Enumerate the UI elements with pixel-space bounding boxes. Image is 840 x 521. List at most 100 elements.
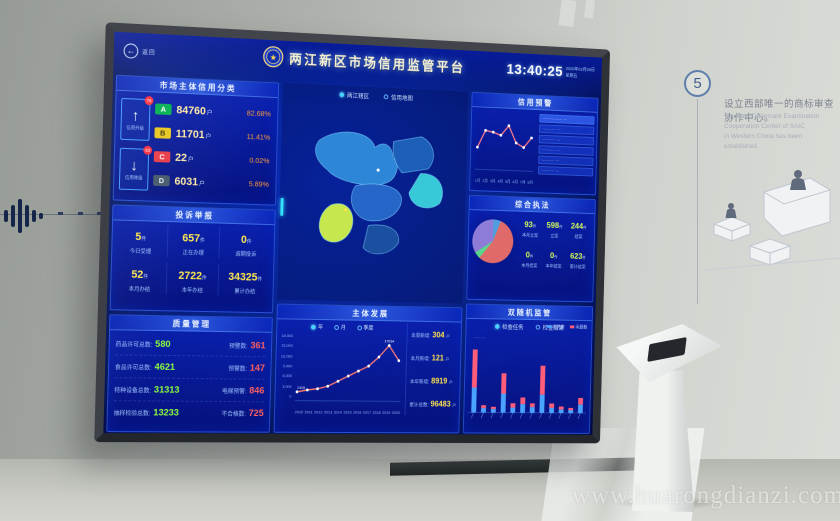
- warning-list-row[interactable]: ·········· ···: [537, 155, 594, 166]
- milestone-text-zh: 设立西部唯一的商标审查协作中心。: [724, 99, 835, 124]
- upgrade-count-badge: 76: [144, 95, 154, 106]
- panel-credit-warning: 信用预警 1月 2月 3月 4月 5月 6月 7月 8月 ·············· ···…: [469, 91, 599, 196]
- quality-row: 特种设备总数: 31313 电梯预警: 846: [114, 378, 265, 403]
- milestone-number-badge: 5: [684, 70, 711, 97]
- enforcement-stats: 93件 本月立案 598件 立案 244件 结案 0件 本月结案 0件 本年结案 623件…: [517, 214, 591, 270]
- warning-list-row[interactable]: ·········· ···: [537, 165, 594, 177]
- grade-b-chip: B: [154, 126, 172, 139]
- wall-display: ← 返回 ★ 两江新区市场信用监管平台 13:40:25 2020年02月28日: [94, 22, 611, 444]
- page-title: 两江新区市场信用监管平台: [288, 51, 466, 76]
- scroll-indicator[interactable]: [280, 198, 284, 216]
- isometric-desk-illustration: [706, 170, 840, 271]
- stat-cell: 93件 本月立案: [522, 219, 539, 238]
- entity-growth-line-chart: 17034 2408: [293, 339, 404, 405]
- kiosk-stand: [606, 320, 736, 520]
- dashboard-body: 市场主体信用分类 76 ↑ 信用升级 63 ↓: [106, 74, 599, 434]
- warning-list-header: ·············· ····: [539, 113, 595, 125]
- stat-cell: 657件 正在办理: [167, 225, 221, 259]
- legend-tasks: 任务数: [547, 324, 565, 330]
- left-column: 市场主体信用分类 76 ↑ 信用升级 63 ↓: [106, 74, 280, 433]
- x-axis-ticks: 2010 2011 2012 2013 2014 2015 2016 2017 2018 2019…: [294, 409, 401, 415]
- quality-row: 抽样检验总数: 13233 不合格数: 725: [113, 407, 264, 419]
- ceiling-reflection: [558, 0, 577, 27]
- radio-on-icon: [311, 324, 317, 330]
- quality-rows: 药品许可总数: 580 预警数: 361 食品许可总数: 4621 预警数: 147 特…: [107, 330, 271, 427]
- warning-list-row[interactable]: ·········· ···: [538, 124, 595, 135]
- milestone-number: 5: [693, 75, 702, 92]
- grade-d-chip: D: [153, 174, 170, 186]
- y-axis-ticks: 18,000 15,000 12,000 9,000 6,000 3,000 0: [280, 332, 294, 399]
- map-block: 两江辖区 信用地图: [277, 82, 469, 304]
- dashboard: ← 返回 ★ 两江新区市场信用监管平台 13:40:25 2020年02月28日: [103, 31, 603, 435]
- grade-c-chip: C: [153, 150, 171, 163]
- credit-grade-rows: A 84760户 82.68% B 11701户 11.41%: [153, 96, 273, 195]
- enforcement-pie-chart: [471, 218, 514, 264]
- soundwave-icon: [4, 197, 43, 235]
- watermark-text: www.huarongdianzi.com: [572, 482, 840, 509]
- stat-row: 本年新增: 8919 户: [409, 376, 453, 386]
- panel-credit-classification: 市场主体信用分类 76 ↑ 信用升级 63 ↓: [112, 74, 280, 206]
- warning-list-row[interactable]: ·········· ···: [538, 134, 594, 146]
- credit-row-d: D 6031户 5.89%: [153, 168, 271, 196]
- credit-change-rail: 76 ↑ 信用升级 63 ↓ 信用降级: [118, 95, 154, 192]
- stat-cell: 0件 逾期投诉: [235, 234, 257, 259]
- svg-text:2408: 2408: [297, 385, 305, 390]
- arrow-down-icon: ↓: [130, 156, 139, 174]
- svg-text:17034: 17034: [384, 339, 395, 344]
- blue-legend-chip: [547, 324, 552, 328]
- legend-option-month[interactable]: 月: [334, 323, 346, 331]
- downgrade-count-badge: 63: [143, 145, 153, 155]
- credit-downgrade-tile: 63 ↓ 信用降级: [118, 145, 153, 191]
- red-legend-chip: [569, 324, 575, 329]
- timeline-tick: [58, 212, 63, 215]
- kiosk-column: [632, 370, 694, 512]
- stat-cell: 34325件 累计办结: [228, 271, 263, 296]
- grade-a-chip: A: [155, 102, 172, 115]
- warning-list-row[interactable]: ·········· ···: [538, 145, 594, 156]
- stat-row: 本周新增: 304 户: [411, 331, 450, 340]
- stat-cell: 52件 本月办结: [113, 261, 168, 295]
- legend-issues: 问题数: [569, 324, 587, 331]
- stat-cell: 598件 立案: [546, 220, 563, 239]
- platform-emblem-icon: ★: [263, 45, 284, 68]
- quality-row: 药品许可总数: 580 预警数: 361: [115, 332, 266, 358]
- panel-enforcement: 综合执法 93件 本月立案 598件 立案 244件 结案 0件 本月结案 0件 本年结案…: [466, 194, 596, 303]
- timeline-tick: [78, 212, 83, 215]
- credit-warning-line-chart: [473, 110, 536, 175]
- stat-cell: 5件 今日受理: [114, 223, 169, 257]
- warning-list: ·············· ···· ·········· ··· ·····…: [537, 113, 595, 188]
- svg-text:★: ★: [270, 53, 277, 62]
- milestone-text-en: The only Trademark Examination Cooperati…: [724, 113, 820, 151]
- stat-row: 本月新增: 121 户: [410, 353, 450, 363]
- clock-time: 13:40:25: [506, 61, 564, 81]
- panel-complaints: 投诉举报 5件 今日受理 657件 正在办理 0件 逾期投诉 52件 本月办结 2722…: [109, 204, 276, 314]
- panel-random-inspection: 双随机监管 检查任务 检查结果 任务数 问题数 ··········: [462, 303, 594, 434]
- milestone-connector-line: [697, 99, 698, 304]
- clock-date: 2020年02月28日 星期五: [565, 65, 595, 78]
- radio-on-icon: [339, 92, 345, 98]
- stat-cell: 0件 本月结案: [521, 249, 538, 269]
- random-inspection-bar-chart: [464, 349, 591, 421]
- complaints-stats: 5件 今日受理 657件 正在办理 0件 逾期投诉 52件 本月办结 2722件 本年办结…: [111, 220, 274, 299]
- panel-entity-development: 主体发展 年 月 季度 18,000 15,000 12,000 9,000 6,000…: [273, 303, 463, 434]
- radio-off-icon: [334, 324, 339, 330]
- district-map: [277, 96, 467, 294]
- center-column: 两江辖区 信用地图: [273, 82, 469, 434]
- arrow-up-icon: ↑: [131, 106, 140, 125]
- radio-off-icon: [356, 325, 362, 330]
- x-axis-ticks: 1月 2月 3月 4月 5月 6月 7月 8月: [474, 177, 534, 185]
- legend-option-year[interactable]: 年: [311, 323, 323, 331]
- panel-quality: 质量管理 药品许可总数: 580 预警数: 361 食品许可总数: 4621 预警数:…: [106, 314, 273, 433]
- quality-row: 食品许可总数: 4621 预警数: 147: [114, 355, 266, 380]
- stat-cell: 0件 本年结案: [545, 250, 562, 269]
- development-stats: 本周新增: 304 户 本月新增: 121 户 本年新增: 8919 户 累计总数: 9648…: [404, 323, 459, 416]
- dashboard-header: ← 返回 ★ 两江新区市场信用监管平台 13:40:25 2020年02月28日: [113, 31, 603, 98]
- stat-cell: 623件 累计结案: [569, 251, 586, 270]
- right-column: 信用预警 1月 2月 3月 4月 5月 6月 7月 8月 ·············· ···…: [462, 91, 599, 434]
- radio-off-icon: [535, 324, 541, 330]
- stat-cell: 244件 结案: [570, 220, 587, 240]
- legend-option-quarter[interactable]: 季度: [356, 324, 374, 332]
- option-inspection-tasks[interactable]: 检查任务: [494, 322, 524, 331]
- credit-upgrade-tile: 76 ↑ 信用升级: [120, 95, 154, 141]
